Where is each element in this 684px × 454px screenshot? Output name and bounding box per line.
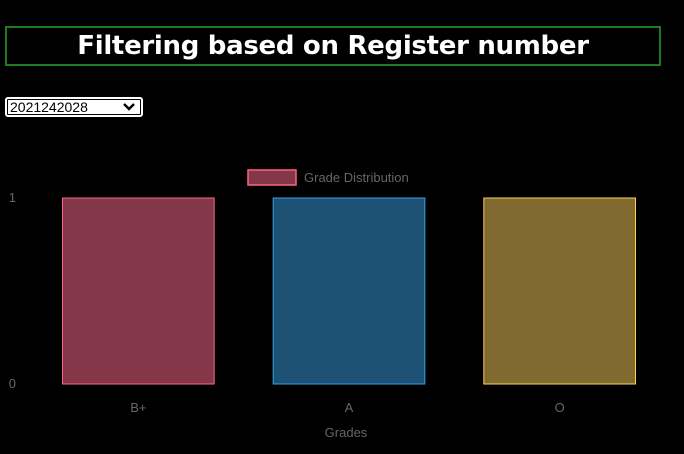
- x-axis-ticks: B+ A O: [130, 400, 565, 415]
- chart-legend[interactable]: Grade Distribution: [247, 169, 409, 186]
- bars: [61, 197, 637, 385]
- y-tick-label: 0: [9, 376, 16, 391]
- bar-o[interactable]: [483, 197, 637, 385]
- legend-label: Grade Distribution: [304, 170, 409, 185]
- x-axis-label: Grades: [325, 425, 368, 440]
- page-title: Filtering based on Register number: [77, 31, 589, 61]
- x-tick-label: O: [555, 400, 565, 415]
- bar-a[interactable]: [272, 197, 426, 385]
- legend-swatch: [247, 169, 297, 186]
- grade-distribution-chart: Grade Distribution 01 B+ A O Grades: [9, 169, 637, 440]
- register-number-select[interactable]: 2021242028: [5, 97, 143, 117]
- y-tick-label: 1: [9, 190, 16, 205]
- register-number-value: 2021242028: [10, 99, 88, 115]
- x-tick-label: B+: [130, 400, 146, 415]
- chevron-down-icon: [123, 103, 135, 111]
- bar-b-plus[interactable]: [61, 197, 215, 385]
- page-header: Filtering based on Register number: [5, 26, 661, 66]
- x-tick-label: A: [345, 400, 354, 415]
- y-axis-ticks: 01: [9, 190, 16, 391]
